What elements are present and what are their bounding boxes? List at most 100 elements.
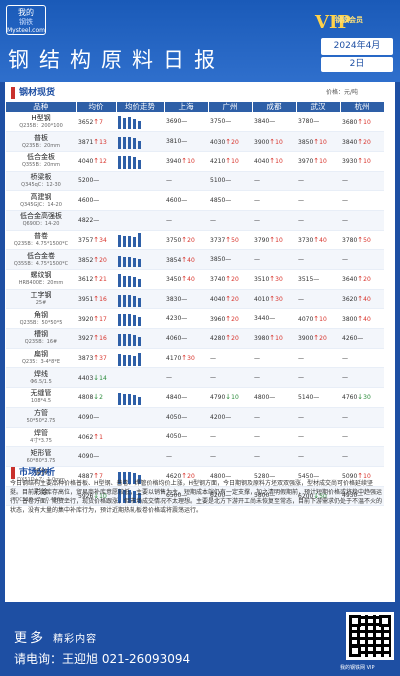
trend-cell [116, 348, 164, 369]
trend-sparkline [118, 390, 162, 405]
price-value: 3612 [78, 276, 94, 284]
city-price-cell-sh: 4060— [164, 328, 208, 349]
price-value: 3873 [78, 355, 94, 363]
product-name: 普卷 [34, 231, 48, 240]
empty-value: — [210, 374, 216, 382]
price-change: 20 [187, 236, 195, 244]
price-value: 4600 [166, 197, 182, 205]
price-value: 5090 [342, 473, 358, 481]
trend-bar [138, 352, 141, 366]
city-price-cell-cd: — [252, 190, 296, 211]
price-value: 4260 [342, 334, 358, 342]
trend-sparkline [118, 114, 162, 130]
trend-bar [133, 491, 136, 504]
trend-sparkline [118, 232, 162, 248]
empty-value: — [298, 354, 304, 362]
product-spec: Q235B：4.75*1500*C [13, 240, 69, 247]
trend-bar [128, 257, 131, 268]
city-price-cell-wh: 3730↑40 [296, 230, 340, 251]
product-name-cell: 焊管 4寸*3.75 [6, 427, 76, 448]
up-arrow-icon: ↑ [357, 295, 364, 304]
trend-sparkline [118, 449, 162, 464]
city-price-cell-cd: 3790↑10 [252, 230, 296, 251]
empty-value: — [210, 453, 216, 461]
qr-finder [349, 615, 361, 627]
no-change: — [269, 472, 276, 480]
price-value: 4030 [210, 138, 226, 146]
price-change: 10 [319, 315, 327, 323]
empty-value: — [342, 354, 348, 362]
no-change: — [313, 472, 320, 480]
product-spec: Q235B：50*50*5 [19, 319, 63, 326]
price-value: 4403 [78, 374, 94, 382]
trend-cell [116, 171, 164, 192]
city-price-cell-wh: — [296, 171, 340, 192]
trend-bar [123, 275, 126, 287]
more-content-link[interactable]: 更多 精彩内容 [14, 627, 97, 646]
city-price-cell-hz: 4930— [340, 486, 384, 507]
city-price-cell-sh: 4230— [164, 308, 208, 330]
city-price-cell-gz: 6200— [208, 486, 252, 507]
price-value: 3830 [166, 295, 182, 303]
city-price-cell-cd: 4040↑10 [252, 151, 296, 172]
contact-info: 请电询：王迎旭 021-26093094 [14, 652, 191, 666]
product-name: 螺纹钢 [30, 271, 52, 280]
logo-line1: 我的 [18, 8, 34, 17]
no-change: — [225, 413, 232, 421]
product-name: H型钢 [31, 113, 51, 122]
city-price-cell-sh: 3750↑20 [164, 230, 208, 251]
price-change: 10 [319, 138, 327, 146]
price-change: 10 [99, 492, 107, 500]
trend-bar [133, 295, 136, 307]
up-arrow-icon: ↑ [181, 275, 188, 284]
down-arrow-icon: ↓ [357, 393, 364, 402]
table-row: 螺纹钢 HRB400E：20mm 3612↑21 3450↑40 3740↑20 3510… [6, 269, 384, 290]
trend-sparkline [118, 488, 162, 504]
table-row: 镀锌 DX51D+Z：1.0mm 4887↑7 4620↑20 4800— 5280— 54… [6, 466, 384, 487]
avg-price-cell: 3951↑16 [76, 289, 116, 310]
empty-value: — [166, 216, 172, 224]
up-arrow-icon: ↑ [93, 157, 100, 166]
table-row: 低合金板 Q355B：20mm 4040↑12 3940↑10 4210↑10 4040↑… [6, 151, 384, 172]
price-change: 10 [363, 473, 371, 481]
city-price-cell-cd: 3980↑10 [252, 328, 296, 349]
city-price-cell-gz: 4210↑10 [208, 151, 252, 172]
city-price-cell-hz: — [340, 171, 384, 192]
price-value: 5100 [210, 177, 226, 185]
down-arrow-icon: ↓ [225, 393, 232, 402]
trend-bar [133, 315, 136, 327]
avg-price-cell: 3871↑13 [76, 131, 116, 152]
price-value: 3840 [254, 118, 270, 126]
city-price-cell-wh: — [296, 446, 340, 467]
table-row: 槽钢 Q235B：16# 3927↑16 4060— 4280↑20 3980↑10 390… [6, 328, 384, 349]
price-change: 1 [99, 433, 103, 441]
trend-sparkline [118, 173, 162, 188]
up-arrow-icon: ↑ [93, 314, 100, 323]
price-value: 4887 [78, 473, 94, 481]
product-spec: Q235B：20mm [21, 142, 60, 149]
price-change: 20 [231, 315, 239, 323]
no-change: — [181, 118, 188, 126]
price-change: 12 [99, 158, 107, 166]
table-header-row: 品种 均价 均价走势 上海 广州 成都 武汉 杭州 [6, 102, 385, 112]
up-arrow-icon: ↑ [181, 235, 188, 244]
trend-bar [133, 334, 136, 346]
price-value: 4800 [210, 472, 226, 480]
trend-bar [138, 493, 141, 504]
vip-badge: VIP 钢铁会员 [315, 12, 387, 33]
trend-cell [116, 190, 164, 211]
avg-price-cell: 4090— [76, 446, 116, 467]
empty-value: — [166, 453, 172, 461]
trend-bar [128, 137, 131, 150]
no-change: — [269, 393, 276, 401]
no-change: — [225, 492, 232, 500]
price-table: 品种 均价 均价走势 上海 广州 成都 武汉 杭州 H型钢 Q235B：200*100 3652↑… [6, 102, 385, 507]
no-change: — [357, 334, 364, 342]
avg-price-cell: 4040↑12 [76, 151, 116, 172]
city-price-cell-cd: 3900↑10 [252, 131, 296, 152]
price-change: 10 [275, 335, 283, 343]
no-change: — [225, 256, 232, 264]
product-name-cell: 普板 Q235B：20mm [6, 131, 76, 152]
mysteel-logo[interactable]: 我的 钢铁 Mysteel.com [6, 5, 46, 35]
empty-value: — [298, 197, 304, 205]
